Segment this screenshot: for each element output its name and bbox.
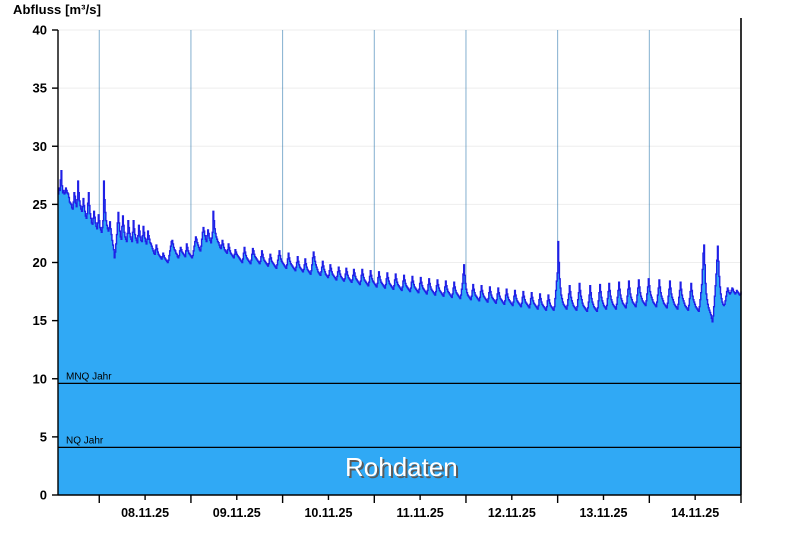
y-axis-tick-label: 40 (33, 23, 47, 38)
y-axis-tick-label: 20 (33, 255, 47, 270)
y-axis-tick-label: 10 (33, 371, 47, 386)
discharge-line (58, 169, 742, 323)
threshold-label: NQ Jahr (66, 435, 104, 446)
y-axis-tick-label: 0 (40, 488, 47, 503)
watermark-label: Rohdaten (345, 452, 458, 482)
threshold-label: MNQ Jahr (66, 371, 112, 382)
threshold-lines-group: MNQ Jahr NQ Jahr (58, 371, 741, 448)
y-axis-tick-label: 25 (33, 197, 47, 212)
x-axis-tick-label: 14.11.25 (671, 506, 719, 520)
watermark-shadow: Rohdaten (347, 454, 460, 484)
discharge-area-fill (58, 170, 741, 495)
x-axis-tick-label: 13.11.25 (579, 506, 627, 520)
y-axis-tick-label: 35 (33, 81, 47, 96)
y-axis-tick-label: 15 (33, 313, 47, 328)
x-axis-tick-label: 12.11.25 (488, 506, 536, 520)
x-axis-tick-label: 10.11.25 (304, 506, 352, 520)
x-axis-tick-label: 09.11.25 (213, 506, 261, 520)
x-axis-tick-label: 08.11.25 (121, 506, 169, 520)
chart-title: Abfluss [m³/s] (13, 2, 102, 17)
x-axis-tick-label: 11.11.25 (396, 506, 443, 520)
data-area-group (58, 169, 742, 495)
y-axis-tick-label: 5 (40, 429, 47, 444)
y-axis-tick-label: 30 (33, 139, 47, 154)
y-axis-group: 0 5 10 15 20 25 30 35 40 (33, 23, 59, 503)
x-axis-group: 08.11.25 09.11.25 10.11.25 11.11.25 12.11.25… (58, 494, 742, 520)
